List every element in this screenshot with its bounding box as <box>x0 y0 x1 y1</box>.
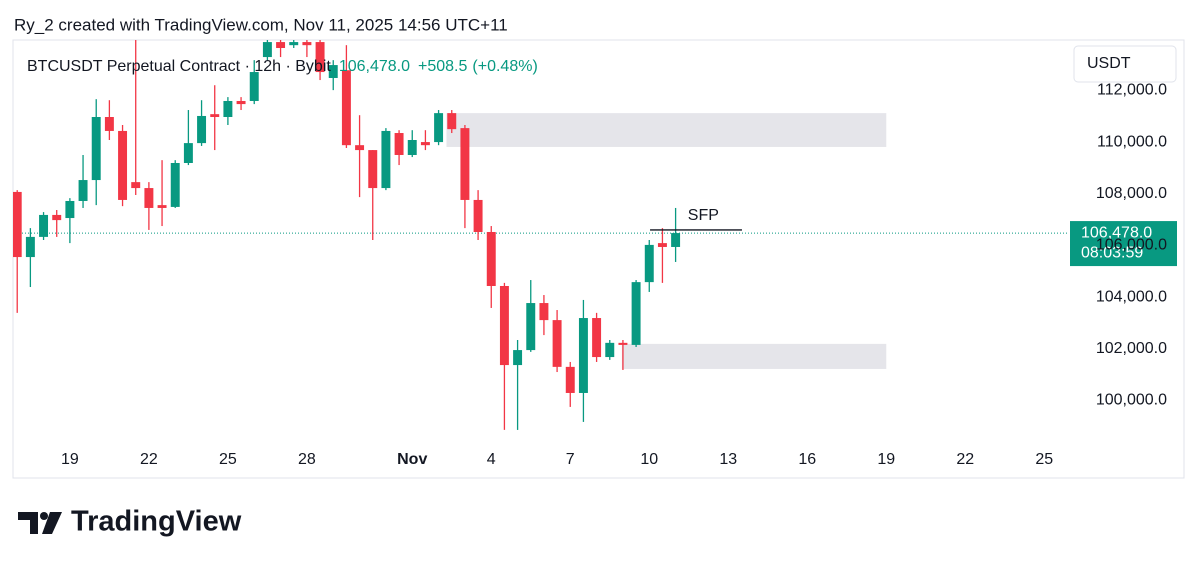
candle-body <box>197 115 207 144</box>
countdown: 08:03:59 <box>1081 244 1143 261</box>
candle-body <box>236 100 246 105</box>
candle-body <box>539 303 549 321</box>
candle-body <box>368 150 378 189</box>
candle-body <box>170 162 180 207</box>
candle-body <box>355 145 365 151</box>
candle-body <box>65 200 75 219</box>
candle-body <box>447 113 457 130</box>
candle-body <box>144 188 154 208</box>
y-tick-label: 106,000.0 <box>1096 237 1167 254</box>
candle-body <box>78 180 88 201</box>
x-tick-label: 7 <box>566 451 575 468</box>
candle-body <box>394 133 404 155</box>
candle-body <box>592 318 602 358</box>
x-tick-label: 19 <box>877 451 895 468</box>
candle-body <box>644 244 654 283</box>
y-tick-label: 112,000.0 <box>1097 82 1167 99</box>
legend-change-pct: (+0.48%) <box>472 58 537 75</box>
logo-mark <box>18 512 38 534</box>
candle-body <box>210 114 220 118</box>
chart-frame <box>12 39 1185 479</box>
brand: TradingView <box>71 506 242 538</box>
zone <box>621 343 887 369</box>
x-tick-label: 10 <box>640 451 658 468</box>
plot-area <box>13 40 1068 430</box>
x-tick-label: 22 <box>140 451 158 468</box>
candle-body <box>104 117 114 131</box>
x-tick-label: 22 <box>956 451 974 468</box>
last-price-label: 106,478.0 <box>1081 224 1152 241</box>
candle-body <box>605 342 615 358</box>
candle-body <box>526 303 536 351</box>
candle-body <box>486 231 496 286</box>
x-tick-label: 13 <box>719 451 737 468</box>
currency-label: USDT <box>1087 55 1131 72</box>
zone <box>446 113 887 147</box>
candle-body <box>131 182 141 189</box>
sfp-label: SFP <box>688 207 719 224</box>
candle-body <box>315 42 325 73</box>
candle-body <box>39 214 49 237</box>
y-tick-label: 100,000.0 <box>1096 392 1167 409</box>
candle-body <box>631 282 641 345</box>
footer-logo: TradingView <box>18 506 242 538</box>
candle-body <box>276 42 286 49</box>
x-tick-label: 19 <box>61 451 79 468</box>
candle-body <box>513 350 523 366</box>
candle-body <box>499 285 509 366</box>
currency-box <box>1073 45 1177 83</box>
candle-body <box>552 320 562 367</box>
candle-body <box>473 199 483 232</box>
legend-price: 106,478.0 <box>339 58 410 75</box>
x-tick-label: Nov <box>397 451 427 468</box>
x-tick-label: 25 <box>1035 451 1053 468</box>
candle-body <box>249 72 259 101</box>
candle-body <box>657 243 667 247</box>
candle-body <box>118 130 128 200</box>
candle-body <box>434 113 444 143</box>
candle-body <box>671 233 681 247</box>
candle-body <box>618 342 628 345</box>
legend: BTCUSDT Perpetual Contract · 12h · Bybit… <box>27 58 538 75</box>
x-tick-label: 16 <box>798 451 816 468</box>
candle-body <box>223 100 233 118</box>
y-tick-label: 104,000.0 <box>1096 288 1167 305</box>
candle-body <box>420 142 430 146</box>
logo-mark <box>42 512 62 534</box>
x-tick-label: 25 <box>219 451 237 468</box>
candle-body <box>25 236 35 258</box>
candle-body <box>289 42 299 46</box>
overlay: SFP USDT 106,478.0 08:03:59 <box>688 45 1177 267</box>
y-tick-label: 110,000.0 <box>1097 133 1167 150</box>
candle-body <box>157 205 167 208</box>
candle-body <box>302 42 312 46</box>
header: Ry_2 created with TradingView.com, Nov 1… <box>14 15 508 34</box>
candle-body <box>13 191 22 258</box>
candle-body <box>460 128 470 200</box>
y-tick-label: 108,000.0 <box>1096 185 1167 202</box>
x-tick-label: 4 <box>487 451 496 468</box>
candle-body <box>183 143 193 163</box>
logo-dot <box>40 512 48 520</box>
candle-body <box>328 65 338 78</box>
candle-body <box>578 318 588 393</box>
candle-body <box>381 130 391 189</box>
candle-body <box>341 70 351 146</box>
last-price-box <box>1070 221 1177 267</box>
candle-body <box>565 366 575 393</box>
y-tick-label: 102,000.0 <box>1096 340 1167 357</box>
legend-title: BTCUSDT Perpetual Contract · 12h · Bybit <box>27 58 331 75</box>
candle-body <box>407 140 417 155</box>
candle-body <box>262 42 272 58</box>
x-tick-label: 28 <box>298 451 316 468</box>
candle-body <box>52 214 62 221</box>
legend-change: +508.5 <box>418 58 467 75</box>
candle-body <box>91 117 101 181</box>
